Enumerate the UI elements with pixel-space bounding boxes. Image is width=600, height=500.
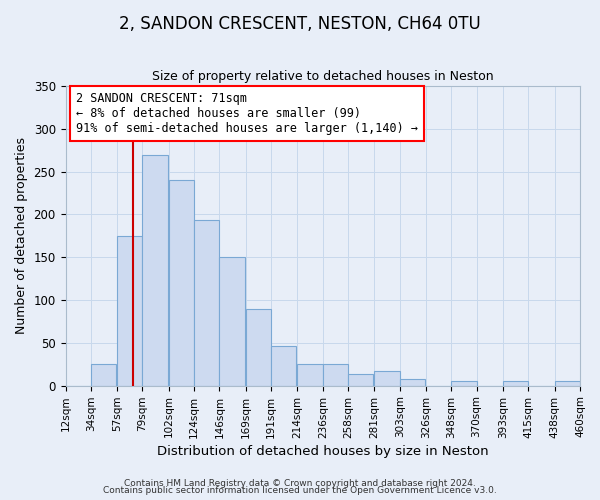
Bar bbox=[451, 382, 476, 386]
Bar bbox=[271, 346, 296, 386]
Bar bbox=[374, 371, 400, 386]
Bar bbox=[220, 258, 245, 386]
Bar bbox=[117, 236, 142, 386]
X-axis label: Distribution of detached houses by size in Neston: Distribution of detached houses by size … bbox=[157, 444, 488, 458]
Title: Size of property relative to detached houses in Neston: Size of property relative to detached ho… bbox=[152, 70, 494, 84]
Text: Contains public sector information licensed under the Open Government Licence v3: Contains public sector information licen… bbox=[103, 486, 497, 495]
Bar bbox=[194, 220, 220, 386]
Bar bbox=[246, 308, 271, 386]
Text: 2, SANDON CRESCENT, NESTON, CH64 0TU: 2, SANDON CRESCENT, NESTON, CH64 0TU bbox=[119, 15, 481, 33]
Bar bbox=[400, 379, 425, 386]
Bar bbox=[298, 364, 323, 386]
Bar bbox=[169, 180, 194, 386]
Bar bbox=[503, 382, 529, 386]
Text: 2 SANDON CRESCENT: 71sqm
← 8% of detached houses are smaller (99)
91% of semi-de: 2 SANDON CRESCENT: 71sqm ← 8% of detache… bbox=[76, 92, 418, 135]
Bar bbox=[555, 380, 580, 386]
Bar bbox=[91, 364, 116, 386]
Bar bbox=[323, 364, 348, 386]
Bar bbox=[142, 154, 168, 386]
Bar bbox=[348, 374, 373, 386]
Y-axis label: Number of detached properties: Number of detached properties bbox=[15, 138, 28, 334]
Text: Contains HM Land Registry data © Crown copyright and database right 2024.: Contains HM Land Registry data © Crown c… bbox=[124, 478, 476, 488]
